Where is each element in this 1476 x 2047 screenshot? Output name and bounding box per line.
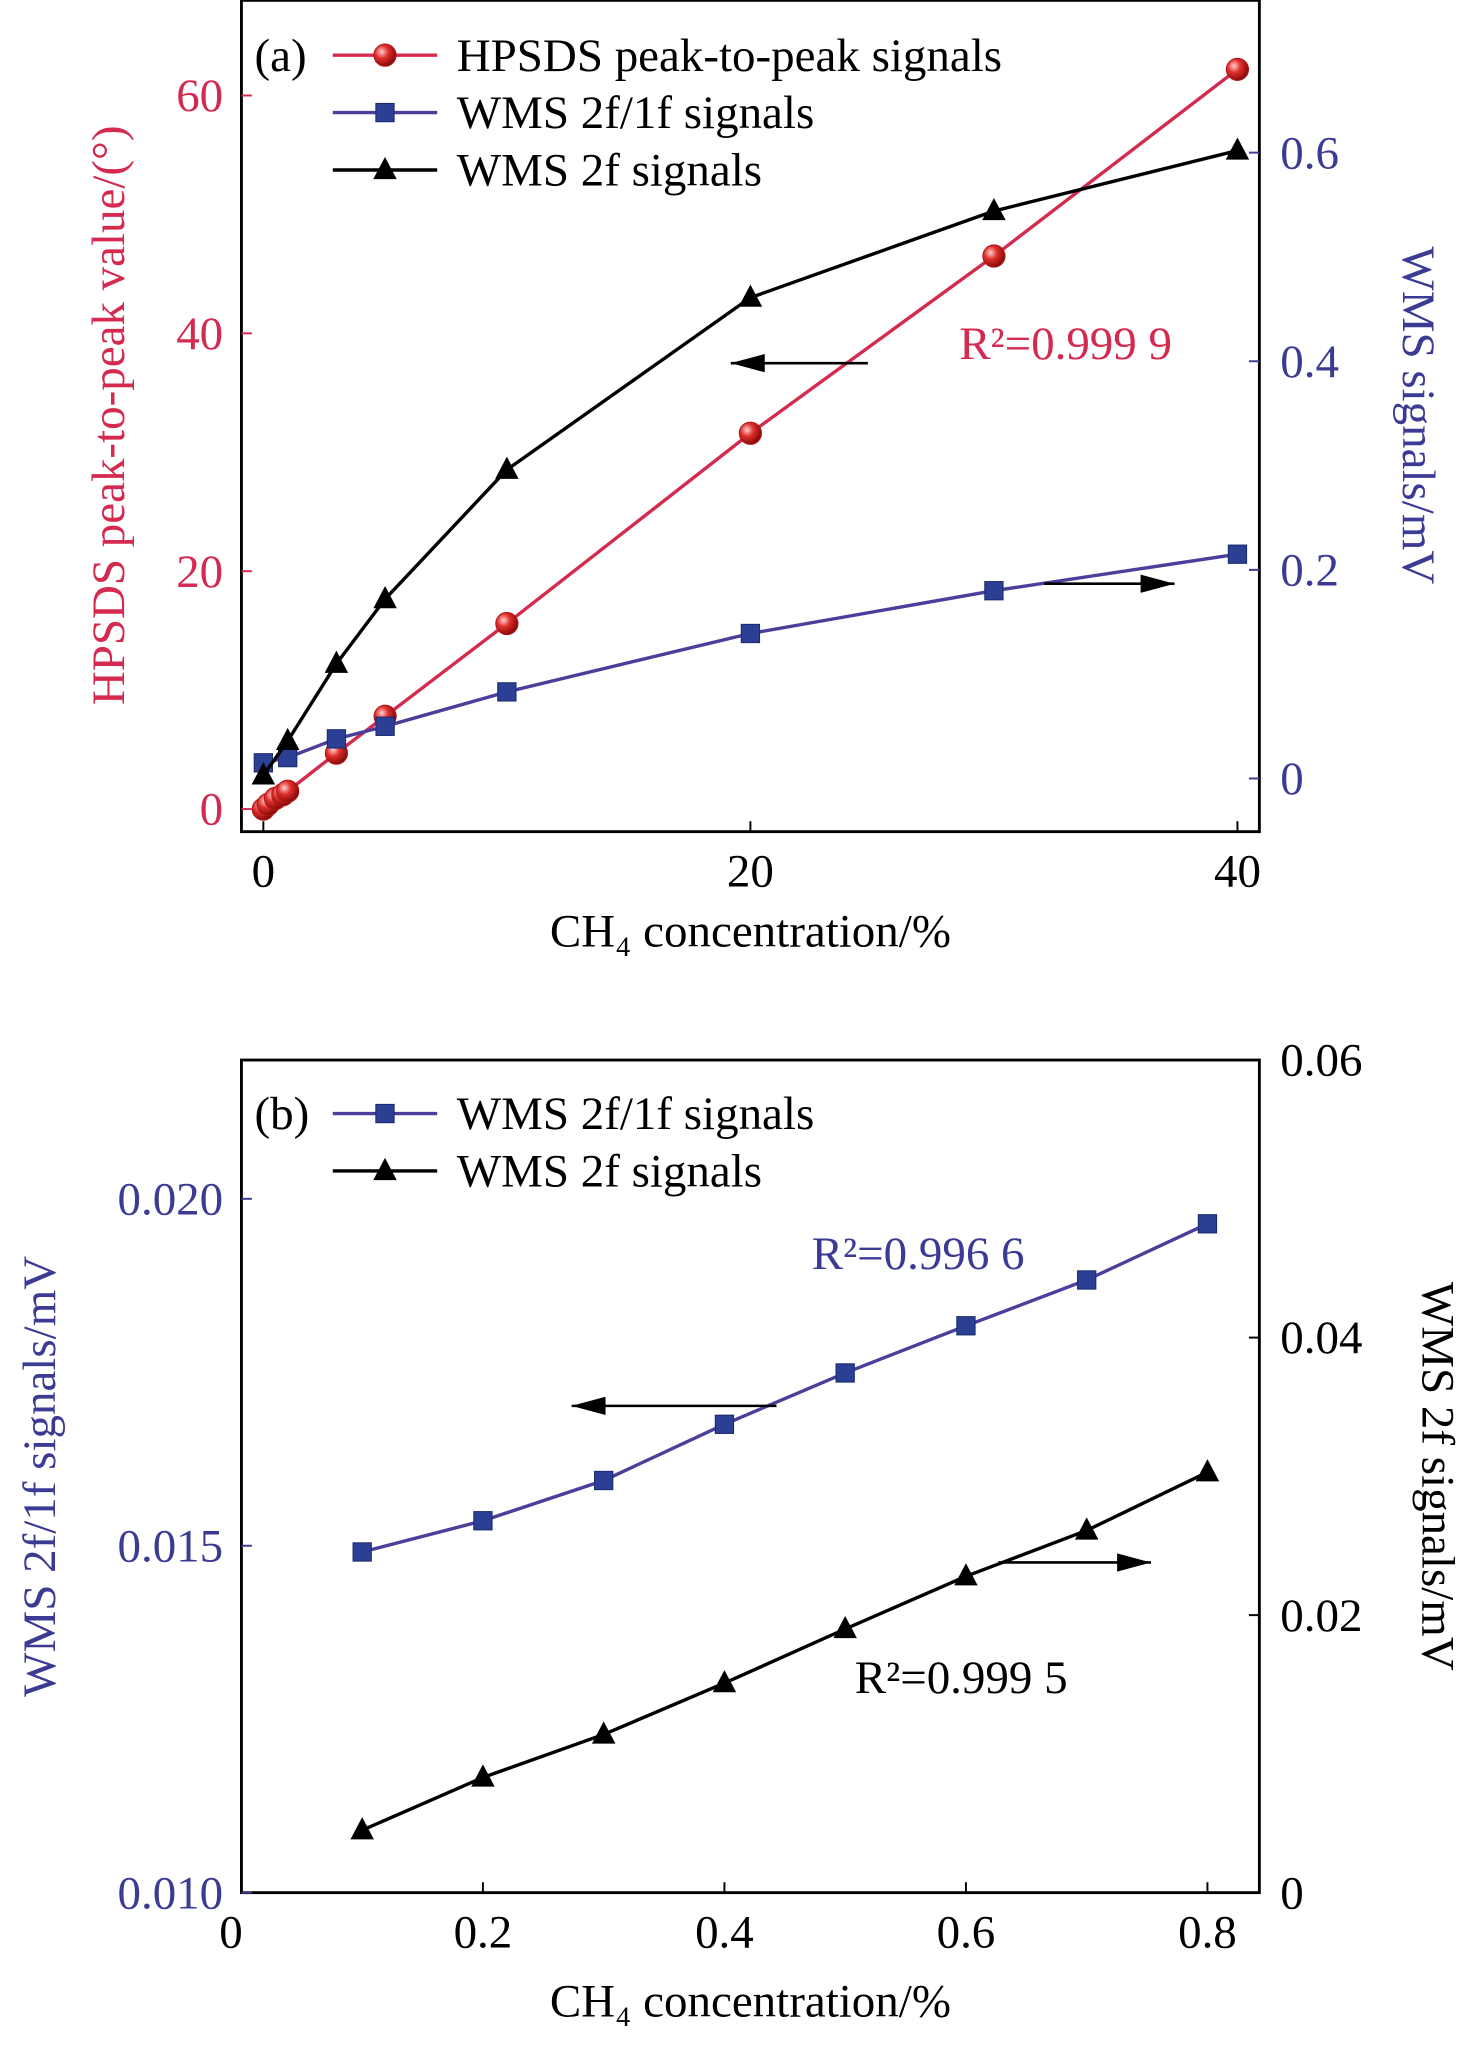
legend-label: WMS 2f signals [457, 145, 762, 197]
data-point-1 [954, 1563, 978, 1586]
y-tick-label: 0.015 [117, 1520, 223, 1572]
y2-tick-label: 0.06 [1280, 1035, 1362, 1087]
panel-a: 0 20 40 0 20 40 60 0 0.2 0.4 0.6 CH₄ concentration/… [83, 0, 1444, 958]
legend-label: WMS 2f/1f signals [457, 87, 814, 139]
arrow-head-icon [1140, 574, 1175, 593]
data-point-0 [1077, 1270, 1097, 1290]
data-point-2 [982, 197, 1006, 221]
data-point-0 [352, 1542, 372, 1562]
legend-label: WMS 2f signals [457, 1146, 762, 1198]
legend-marker [375, 102, 395, 123]
x-tick-label: 0 [252, 845, 275, 897]
y-tick-label: 40 [176, 308, 223, 360]
x-tick-label: 0 [219, 1906, 242, 1958]
data-point-0 [495, 611, 519, 636]
y2-axis-label: WMS signals/mV [1392, 246, 1444, 584]
data-point-0 [276, 779, 300, 803]
x-tick-label: 0.2 [454, 1906, 513, 1958]
legend-marker [373, 156, 397, 180]
data-point-1 [326, 729, 347, 749]
arrow-head-icon [571, 1396, 606, 1416]
data-point-1 [591, 1721, 616, 1744]
data-point-1 [712, 1670, 737, 1693]
arrow-head-icon [1117, 1553, 1152, 1572]
y2-tick-label: 0 [1280, 1867, 1303, 1919]
data-point-2 [324, 650, 349, 673]
legend-marker [375, 1103, 395, 1124]
data-point-0 [835, 1363, 855, 1383]
data-point-1 [375, 716, 395, 736]
y2-tick-label: 0.02 [1280, 1590, 1362, 1642]
data-point-0 [1225, 57, 1250, 81]
data-point-1 [833, 1615, 857, 1639]
y-tick-label: 60 [176, 70, 223, 122]
panel-label: (b) [254, 1088, 309, 1140]
y-tick-label: 0.010 [117, 1867, 223, 1919]
y2-tick-label: 0.6 [1280, 127, 1339, 179]
series-line-2 [261, 148, 1238, 777]
data-point-1 [740, 623, 761, 644]
data-point-0 [738, 421, 763, 445]
y-axis-label: HPSDS peak-to-peak value/(°) [83, 126, 135, 706]
panel-b: 0 0.2 0.4 0.6 0.8 0.010 0.015 0.020 0 0.02 0.04 0.0… [14, 1035, 1464, 2028]
x-tick-label: 0.6 [937, 1906, 996, 1958]
data-point-2 [738, 284, 763, 307]
data-point-1 [1227, 544, 1248, 564]
data-point-2 [495, 456, 519, 479]
panel-label: (a) [254, 30, 306, 82]
y-tick-label: 20 [176, 546, 223, 598]
series-line-1 [262, 552, 1238, 765]
legend-label: WMS 2f/1f signals [457, 1088, 814, 1140]
y2-tick-label: 0.4 [1280, 336, 1339, 388]
legend-marker [373, 43, 397, 67]
arrow-head-icon [730, 354, 765, 373]
data-point-1 [984, 581, 1004, 601]
y-tick-label: 0.020 [117, 1173, 223, 1225]
legend-label: HPSDS peak-to-peak signals [457, 30, 1002, 82]
data-point-1 [350, 1817, 374, 1840]
data-point-2 [373, 586, 397, 609]
x-tick-label: 40 [1214, 845, 1261, 897]
data-point-0 [473, 1511, 493, 1531]
data-point-2 [275, 727, 300, 751]
series-line-0 [361, 1222, 1209, 1554]
x-tick-label: 0.8 [1178, 1906, 1237, 1958]
series-line-1 [361, 1470, 1209, 1832]
data-point-1 [1074, 1517, 1099, 1540]
y-axis-label: WMS 2f/1f signals/mV [14, 1256, 66, 1697]
r-squared-annotation: R²=0.996 6 [812, 1228, 1025, 1280]
data-point-0 [982, 244, 1006, 268]
data-point-0 [1197, 1214, 1218, 1234]
legend-marker [373, 1157, 397, 1181]
data-point-1 [471, 1764, 495, 1787]
data-point-2 [1225, 137, 1250, 160]
y2-tick-label: 0.2 [1280, 545, 1339, 597]
r-squared-annotation: R²=0.999 5 [855, 1652, 1068, 1704]
plot-frame [239, 1058, 1261, 1895]
y2-tick-label: 0 [1280, 753, 1303, 805]
data-point-0 [714, 1414, 735, 1434]
data-point-2 [251, 762, 276, 785]
data-point-0 [594, 1470, 614, 1491]
x-axis-label: CH₄ concentration/% [550, 1976, 951, 2028]
data-point-1 [497, 682, 517, 702]
x-axis-label: CH₄ concentration/% [550, 906, 951, 958]
y2-axis-label: WMS 2f signals/mV [1411, 1282, 1463, 1671]
x-tick-label: 20 [727, 845, 774, 897]
data-point-0 [956, 1316, 976, 1336]
y-tick-label: 0 [200, 784, 223, 836]
x-tick-label: 0.4 [695, 1906, 754, 1958]
y2-tick-label: 0.04 [1280, 1312, 1362, 1364]
data-point-1 [1195, 1459, 1220, 1482]
r-squared-annotation: R²=0.999 9 [959, 318, 1172, 370]
